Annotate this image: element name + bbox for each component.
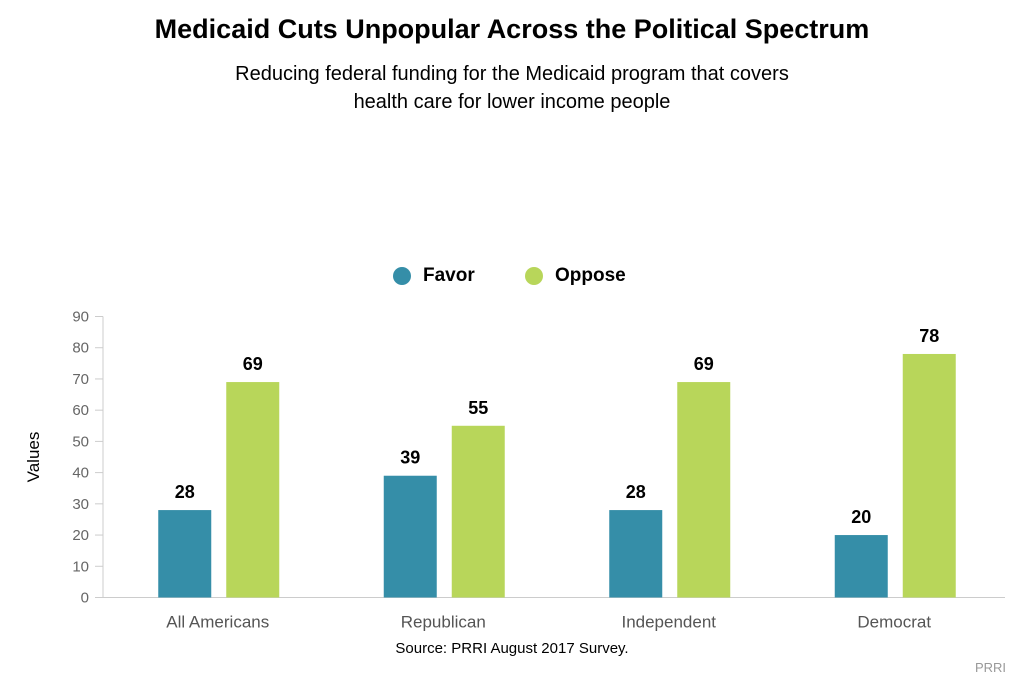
- x-tick-label: All Americans: [166, 613, 269, 632]
- bar-oppose-republican: [451, 425, 505, 598]
- y-axis-label: Values: [24, 432, 43, 483]
- legend-label-oppose: Oppose: [555, 265, 626, 286]
- data-label: 28: [175, 482, 195, 502]
- legend-marker-favor: [393, 267, 411, 285]
- data-label: 55: [468, 398, 488, 418]
- y-tick-label: 90: [72, 309, 89, 326]
- y-tick-label: 50: [72, 433, 89, 450]
- bar-favor-all-americans: [158, 510, 212, 598]
- legend: Favor Oppose: [0, 263, 1024, 289]
- x-tick-label: Democrat: [857, 613, 931, 632]
- x-tick-label: Republican: [401, 613, 486, 632]
- data-label: 20: [851, 507, 871, 527]
- y-tick-label: 20: [72, 527, 89, 544]
- data-label: 28: [626, 482, 646, 502]
- y-tick-label: 60: [72, 402, 89, 419]
- bar-oppose-independent: [677, 382, 731, 598]
- y-tick-label: 0: [81, 590, 89, 607]
- data-label: 39: [400, 448, 420, 468]
- bar-oppose-democrat: [902, 353, 956, 598]
- x-tick-label: Independent: [621, 613, 716, 632]
- legend-item-oppose[interactable]: Oppose: [525, 263, 626, 289]
- legend-marker-oppose: [525, 267, 543, 285]
- source-note: Source: PRRI August 2017 Survey.: [395, 640, 629, 657]
- y-tick-label: 40: [72, 465, 89, 482]
- y-tick-label: 70: [72, 371, 89, 388]
- bar-favor-republican: [383, 475, 437, 598]
- y-tick-label: 30: [72, 496, 89, 513]
- data-label: 69: [694, 354, 714, 374]
- credit-label: PRRI: [974, 660, 1006, 675]
- legend-item-favor[interactable]: Favor: [393, 263, 475, 289]
- data-label: 78: [919, 326, 939, 346]
- y-tick-label: 10: [72, 558, 89, 575]
- y-tick-label: 80: [72, 340, 89, 357]
- legend-label-favor: Favor: [423, 265, 475, 286]
- bar-favor-democrat: [834, 535, 888, 598]
- data-label: 69: [243, 354, 263, 374]
- chart-title: Medicaid Cuts Unpopular Across the Polit…: [154, 14, 870, 44]
- bar-favor-independent: [609, 510, 663, 598]
- chart-subtitle: Reducing federal funding for the Medicai…: [235, 63, 789, 113]
- bar-oppose-all-americans: [226, 382, 280, 598]
